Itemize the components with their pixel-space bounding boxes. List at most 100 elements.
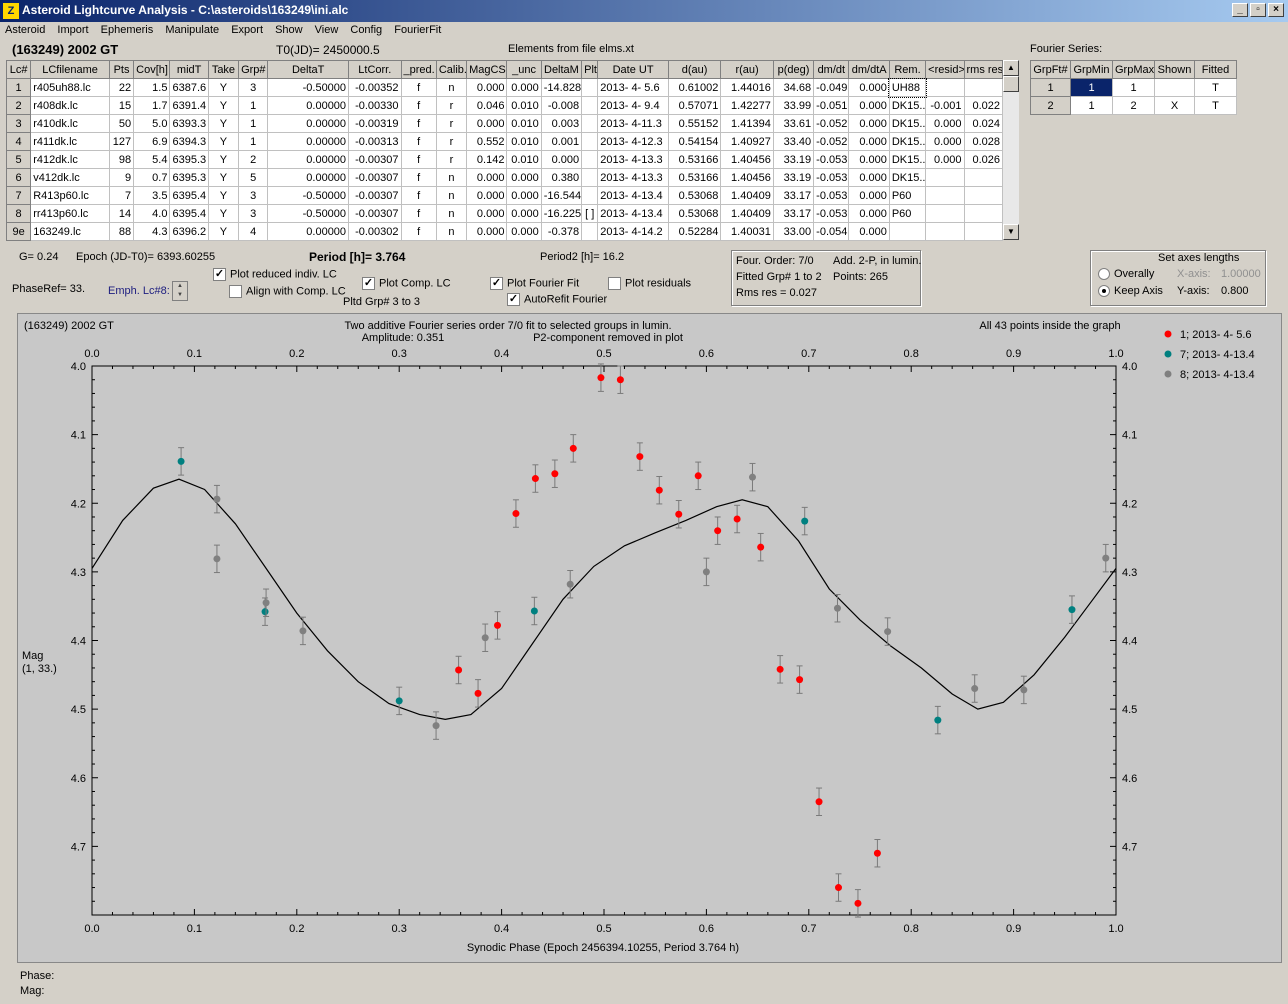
restore-button[interactable]: ▫ xyxy=(1250,3,1266,17)
data-point[interactable] xyxy=(675,510,683,518)
lc-column-header[interactable]: rms res xyxy=(963,60,1004,79)
table-cell[interactable]: 6.9 xyxy=(133,132,171,151)
data-point[interactable] xyxy=(971,685,979,693)
data-point[interactable] xyxy=(432,722,440,730)
data-point[interactable] xyxy=(833,604,841,612)
table-cell[interactable]: 1.44016 xyxy=(720,78,774,97)
table-cell[interactable]: 1.40409 xyxy=(720,186,774,205)
data-point[interactable] xyxy=(714,527,722,535)
scroll-up-icon[interactable]: ▲ xyxy=(1003,60,1019,76)
table-cell[interactable]: f xyxy=(400,186,437,205)
table-cell[interactable]: 0.53166 xyxy=(667,150,722,169)
table-cell[interactable]: -0.052 xyxy=(813,132,850,151)
table-cell[interactable] xyxy=(581,186,599,205)
table-cell[interactable]: 0.53166 xyxy=(667,168,722,187)
table-cell[interactable] xyxy=(963,186,1004,205)
scroll-down-icon[interactable]: ▼ xyxy=(1003,224,1019,240)
fs-column-header[interactable]: GrpMax xyxy=(1112,60,1155,79)
table-cell[interactable]: DK15.. xyxy=(888,114,927,133)
spin-down-icon[interactable]: ▼ xyxy=(177,292,183,298)
table-cell[interactable]: [ ] xyxy=(581,204,599,223)
table-row[interactable]: 2 r408dk.lc 15 1.7 6391.4 Y 1 0.00000 -0.00330 f r… xyxy=(5,96,1004,115)
table-cell[interactable]: f xyxy=(400,150,437,169)
table-cell[interactable] xyxy=(581,150,599,169)
table-cell[interactable]: r411dk.lc xyxy=(30,132,110,151)
lc-column-header[interactable]: Cov[h] xyxy=(133,60,171,79)
table-cell[interactable]: 33.17 xyxy=(772,186,815,205)
table-cell[interactable]: 6395.3 xyxy=(169,168,209,187)
table-cell[interactable]: 0.380 xyxy=(540,168,583,187)
table-cell[interactable]: 3.5 xyxy=(133,186,171,205)
table-row[interactable]: 9e 163249.lc 88 4.3 6396.2 Y 4 0.00000 -0.00302 f… xyxy=(5,222,1004,241)
table-cell[interactable]: 0.000 xyxy=(506,78,542,97)
table-cell[interactable]: 1.40456 xyxy=(720,150,774,169)
lc-column-header[interactable]: _pred. xyxy=(400,60,437,79)
table-cell[interactable]: 1.40927 xyxy=(720,132,774,151)
table-cell[interactable]: -0.053 xyxy=(813,186,850,205)
table-cell[interactable]: 0.000 xyxy=(925,114,965,133)
data-point[interactable] xyxy=(177,457,185,465)
table-cell[interactable]: f xyxy=(400,78,437,97)
lightcurve-plot[interactable]: 0.0 0.0 0.1 0.1 0.2 0.2 0.3 0.3 0.4 0.4 0.5 0.5 0.6 0… xyxy=(17,313,1282,963)
table-cell[interactable]: -14.828 xyxy=(540,78,583,97)
table-cell[interactable]: DK15.. xyxy=(888,168,927,187)
lc-column-header[interactable]: Lc# xyxy=(5,60,32,79)
table-cell[interactable]: 0.000 xyxy=(466,168,508,187)
row-header[interactable]: 1 xyxy=(1030,78,1071,97)
table-cell[interactable]: -0.50000 xyxy=(267,204,350,223)
data-point[interactable] xyxy=(801,517,809,525)
table-cell[interactable]: -0.00352 xyxy=(348,78,402,97)
table-cell[interactable]: 1.40031 xyxy=(720,222,774,241)
row-header[interactable]: 7 xyxy=(5,186,32,205)
table-scrollbar[interactable]: ▲ ▼ xyxy=(1003,60,1019,240)
scroll-thumb[interactable] xyxy=(1003,76,1019,92)
table-cell[interactable]: 0.000 xyxy=(848,186,890,205)
data-point[interactable] xyxy=(884,628,892,636)
data-point[interactable] xyxy=(815,798,823,806)
data-point[interactable] xyxy=(1068,606,1076,614)
data-point[interactable] xyxy=(299,627,307,635)
table-cell[interactable]: Y xyxy=(207,204,240,223)
table-cell[interactable]: 33.61 xyxy=(772,114,815,133)
table-cell[interactable]: 0.61002 xyxy=(667,78,722,97)
row-header[interactable]: 2 xyxy=(5,96,32,115)
table-cell[interactable]: 0.000 xyxy=(848,78,890,97)
table-cell[interactable]: 0.55152 xyxy=(667,114,722,133)
fs-column-header[interactable]: Fitted xyxy=(1194,60,1237,79)
table-cell[interactable]: DK15.. xyxy=(888,96,927,115)
table-cell[interactable]: 0.57071 xyxy=(667,96,722,115)
table-cell[interactable]: rr413p60.lc xyxy=(30,204,110,223)
table-cell[interactable]: 0.000 xyxy=(506,222,542,241)
data-point[interactable] xyxy=(531,475,539,483)
table-cell[interactable]: R413p60.lc xyxy=(30,186,110,205)
table-cell[interactable]: 0.000 xyxy=(540,150,583,169)
table-cell[interactable] xyxy=(925,168,965,187)
table-cell[interactable]: f xyxy=(400,114,437,133)
table-cell[interactable]: -0.001 xyxy=(925,96,965,115)
table-cell[interactable]: 3 xyxy=(238,78,269,97)
menu-manipulate[interactable]: Manipulate xyxy=(165,24,220,36)
table-cell[interactable]: 0.010 xyxy=(506,132,542,151)
table-cell[interactable]: 1 xyxy=(1112,78,1155,97)
table-cell[interactable]: Y xyxy=(207,168,240,187)
table-cell[interactable]: 1.40409 xyxy=(720,204,774,223)
table-cell[interactable]: -0.00302 xyxy=(348,222,402,241)
table-cell[interactable]: 6391.4 xyxy=(169,96,209,115)
table-cell[interactable]: v412dk.lc xyxy=(30,168,110,187)
table-cell[interactable]: P60 xyxy=(888,204,927,223)
menu-show[interactable]: Show xyxy=(275,24,303,36)
table-cell[interactable]: -0.049 xyxy=(813,78,850,97)
table-cell[interactable]: 0.552 xyxy=(466,132,508,151)
fs-column-header[interactable]: GrpFt# xyxy=(1030,60,1071,79)
table-cell[interactable]: 0.000 xyxy=(925,132,965,151)
table-cell[interactable]: 1.5 xyxy=(133,78,171,97)
table-cell[interactable] xyxy=(963,78,1004,97)
table-cell[interactable]: 0.010 xyxy=(506,96,542,115)
table-cell[interactable]: n xyxy=(435,222,468,241)
row-header[interactable]: 5 xyxy=(5,150,32,169)
table-cell[interactable]: 6396.2 xyxy=(169,222,209,241)
close-button[interactable]: × xyxy=(1268,3,1284,17)
table-cell[interactable]: -0.053 xyxy=(813,150,850,169)
row-header[interactable]: 8 xyxy=(5,204,32,223)
